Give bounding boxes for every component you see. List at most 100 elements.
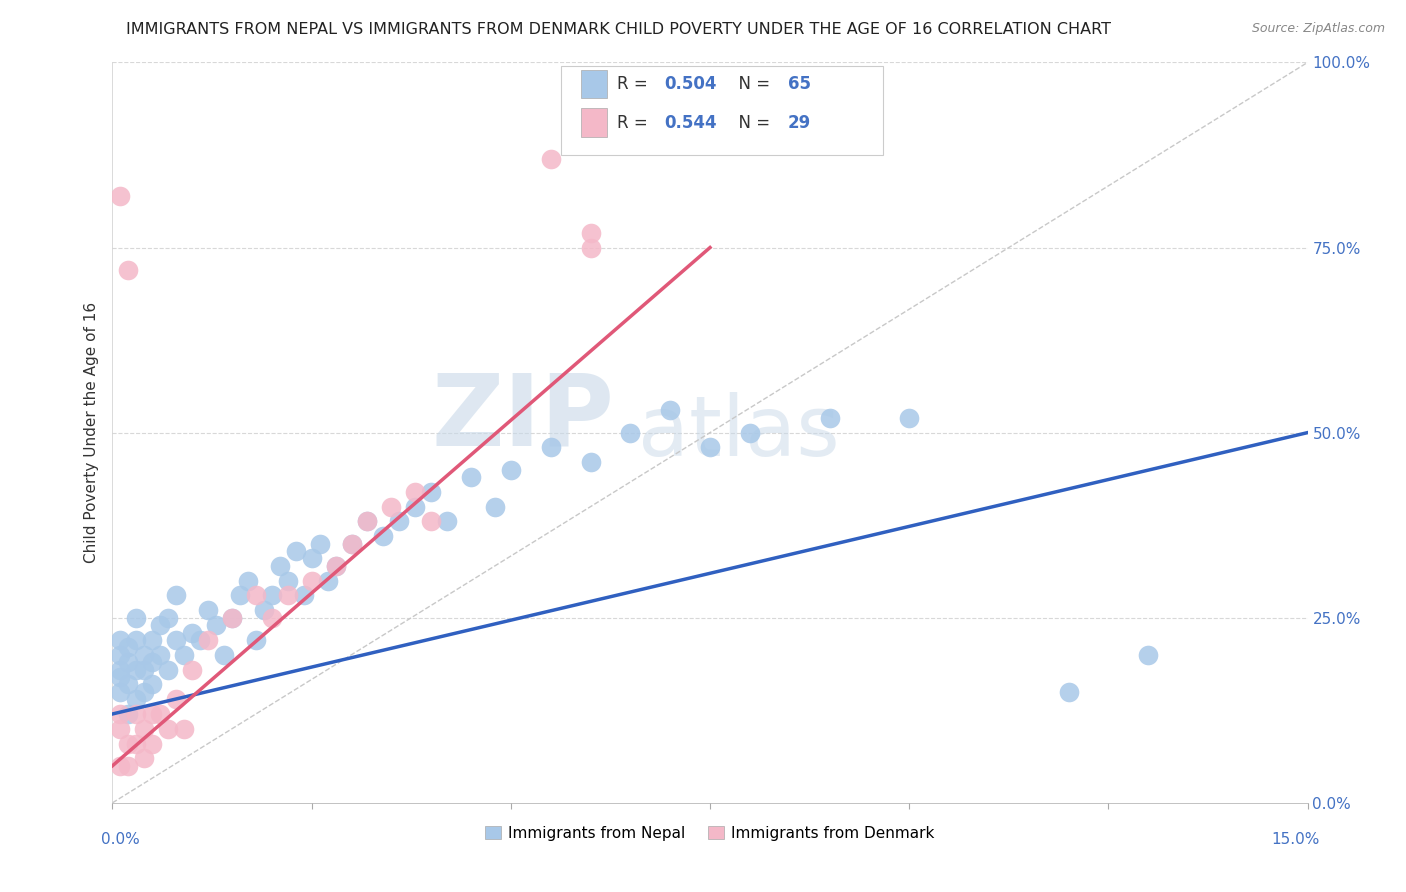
Text: atlas: atlas [638, 392, 839, 473]
Point [579, 455, 602, 469]
Text: N =: N = [728, 113, 775, 131]
Point [284, 544, 307, 558]
Point [308, 536, 330, 550]
Point [134, 722, 156, 736]
Point [340, 536, 363, 550]
Point [117, 758, 139, 772]
Point [436, 515, 458, 529]
Text: 15.0%: 15.0% [1271, 832, 1320, 847]
Point [181, 663, 204, 677]
Point [420, 515, 443, 529]
Point [236, 574, 259, 588]
Point [373, 529, 395, 543]
Point [110, 648, 132, 662]
Point [141, 706, 163, 721]
Point [110, 685, 132, 699]
Point [301, 551, 323, 566]
Text: 0.504: 0.504 [665, 75, 717, 94]
Point [125, 706, 148, 721]
Point [110, 758, 132, 772]
Point [1057, 685, 1080, 699]
Point [165, 589, 187, 603]
Point [253, 603, 276, 617]
Point [277, 574, 299, 588]
Point [173, 648, 195, 662]
Point [173, 722, 195, 736]
Point [818, 410, 841, 425]
Point [117, 640, 139, 655]
Point [117, 262, 139, 277]
Text: Source: ZipAtlas.com: Source: ZipAtlas.com [1251, 22, 1385, 36]
Text: 29: 29 [787, 113, 811, 131]
Point [699, 441, 721, 455]
Point [245, 589, 267, 603]
Text: 0.544: 0.544 [665, 113, 717, 131]
Point [659, 403, 682, 417]
Point [117, 655, 139, 669]
Point [141, 655, 163, 669]
Point [134, 685, 156, 699]
Point [157, 722, 180, 736]
Point [420, 484, 443, 499]
Point [110, 670, 132, 684]
Point [356, 515, 378, 529]
Point [1137, 648, 1160, 662]
Point [134, 648, 156, 662]
Point [149, 618, 172, 632]
Point [181, 625, 204, 640]
Point [110, 722, 132, 736]
Text: 65: 65 [787, 75, 811, 94]
Point [260, 589, 283, 603]
Point [125, 663, 148, 677]
Point [404, 484, 426, 499]
Point [165, 632, 187, 647]
Point [212, 648, 235, 662]
Point [125, 632, 148, 647]
Point [197, 603, 219, 617]
Text: R =: R = [617, 113, 652, 131]
Point [221, 610, 243, 624]
Point [388, 515, 411, 529]
Text: 0.0%: 0.0% [101, 832, 139, 847]
Point [197, 632, 219, 647]
Point [149, 706, 172, 721]
Point [125, 692, 148, 706]
Point [325, 558, 347, 573]
Point [205, 618, 228, 632]
Point [540, 441, 562, 455]
Point [221, 610, 243, 624]
Point [340, 536, 363, 550]
Point [125, 737, 148, 751]
Text: IMMIGRANTS FROM NEPAL VS IMMIGRANTS FROM DENMARK CHILD POVERTY UNDER THE AGE OF : IMMIGRANTS FROM NEPAL VS IMMIGRANTS FROM… [127, 22, 1111, 37]
Point [499, 462, 522, 476]
Point [110, 188, 132, 202]
Point [117, 706, 139, 721]
Point [125, 610, 148, 624]
FancyBboxPatch shape [561, 66, 883, 155]
Point [188, 632, 211, 647]
Point [619, 425, 641, 440]
Point [141, 677, 163, 691]
Text: ZIP: ZIP [432, 369, 614, 467]
Point [157, 610, 180, 624]
Point [117, 677, 139, 691]
Point [165, 692, 187, 706]
Point [277, 589, 299, 603]
FancyBboxPatch shape [581, 70, 607, 98]
Point [540, 152, 562, 166]
Text: N =: N = [728, 75, 775, 94]
Y-axis label: Child Poverty Under the Age of 16: Child Poverty Under the Age of 16 [83, 302, 98, 563]
Point [260, 610, 283, 624]
Point [460, 470, 482, 484]
Point [579, 226, 602, 240]
Point [484, 500, 506, 514]
Point [157, 663, 180, 677]
Point [301, 574, 323, 588]
Point [269, 558, 291, 573]
Point [292, 589, 315, 603]
Point [110, 706, 132, 721]
Point [356, 515, 378, 529]
FancyBboxPatch shape [581, 109, 607, 136]
Point [325, 558, 347, 573]
Point [579, 240, 602, 255]
